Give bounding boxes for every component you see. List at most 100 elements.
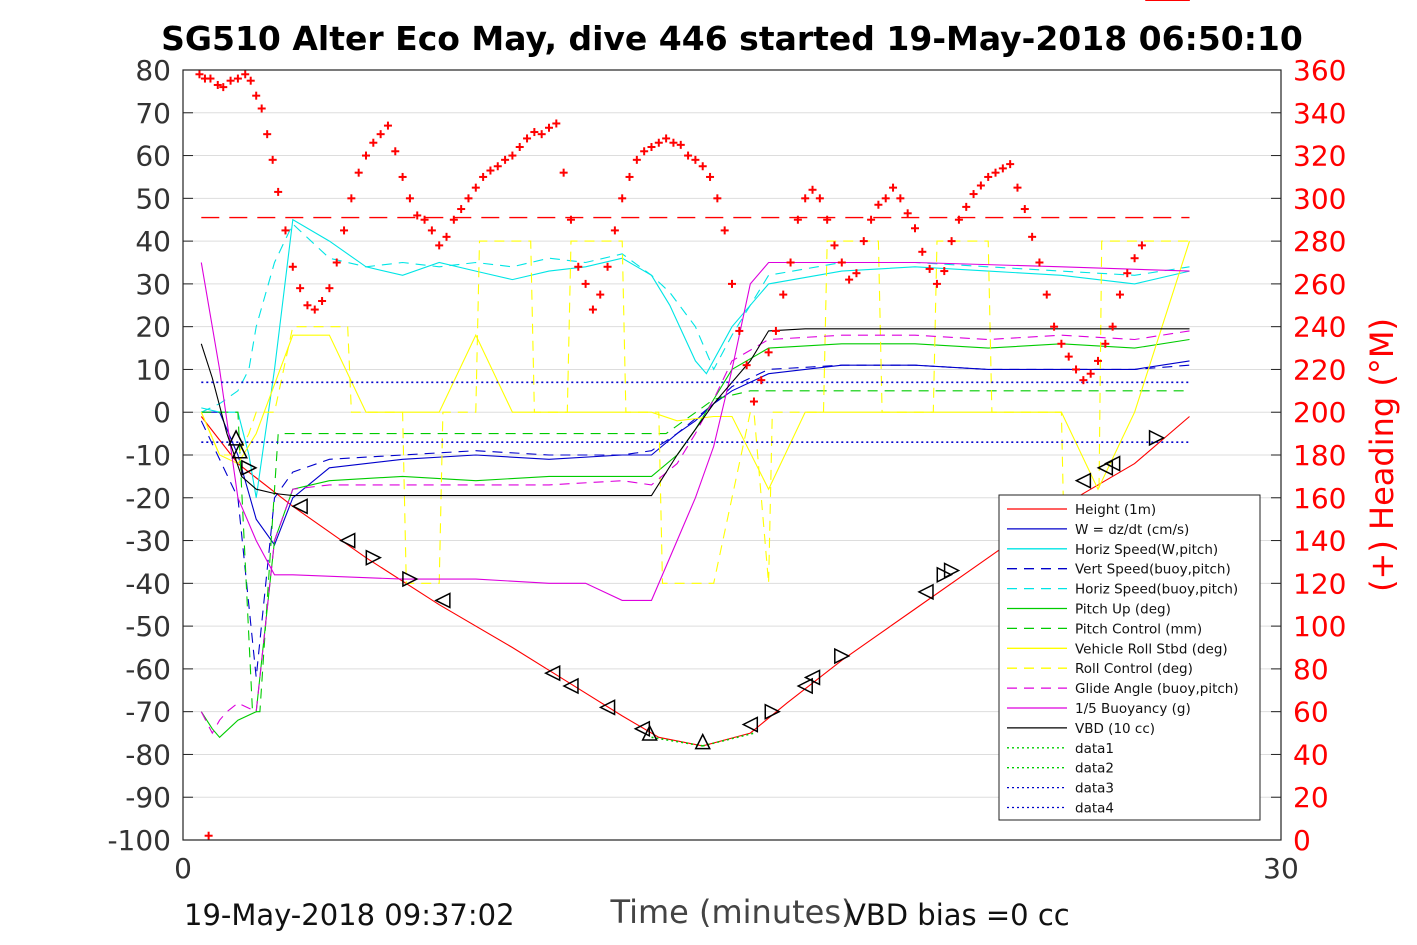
heading-point — [1072, 365, 1081, 374]
heading-point — [903, 209, 912, 218]
heading-point — [226, 76, 235, 85]
heading-point — [398, 172, 407, 181]
heading-point — [479, 172, 488, 181]
tick-label: 180 — [1293, 439, 1346, 472]
heading-point — [793, 215, 802, 224]
heading-point — [508, 151, 517, 160]
heading-point — [213, 80, 222, 89]
heading-point — [984, 172, 993, 181]
heading-point — [1035, 258, 1044, 267]
series-line — [651, 736, 703, 747]
heading-point — [925, 264, 934, 273]
heading-point — [257, 104, 266, 113]
tick-label: 30 — [1263, 852, 1299, 885]
heading-point — [742, 361, 751, 370]
heading-point — [757, 376, 766, 385]
legend-label: data1 — [1075, 741, 1114, 757]
heading-point — [998, 164, 1007, 173]
heading-point — [464, 194, 473, 203]
heading-point — [347, 194, 356, 203]
heading-point — [233, 74, 242, 83]
triangle-marker — [339, 532, 356, 549]
heading-point — [325, 284, 334, 293]
heading-point — [288, 262, 297, 271]
legend-label: Glide Angle (buoy,pitch) — [1075, 681, 1239, 697]
heading-point — [735, 326, 744, 335]
series-line — [201, 218, 1190, 498]
heading-point — [501, 155, 510, 164]
legend: Height (1m) W = dz/dt (cm/s) Horiz Speed(W… — [998, 494, 1261, 821]
tick-label: 360 — [1293, 54, 1346, 87]
heading-point — [435, 241, 444, 250]
heading-point — [457, 205, 466, 214]
legend-label: Height (1m) — [1075, 502, 1156, 518]
heading-point — [1123, 269, 1132, 278]
triangle-marker — [1148, 429, 1166, 447]
heading-point — [1108, 322, 1117, 331]
triangle-marker — [1103, 455, 1121, 472]
heading-point — [954, 215, 963, 224]
legend-label: Vehicle Roll Stbd (deg) — [1075, 641, 1228, 657]
tick-label: -100 — [107, 824, 171, 857]
heading-point — [405, 194, 414, 203]
heading-point — [530, 128, 539, 137]
tick-label: -50 — [125, 610, 171, 643]
heading-point — [376, 130, 385, 139]
series-line — [200, 328, 1190, 497]
triangle-marker — [434, 592, 451, 609]
series-line — [201, 223, 1190, 413]
tick-label: 80 — [135, 54, 171, 87]
vbd-bias-footer: VBD bias =0 cc — [846, 898, 1070, 932]
triangle-marker — [694, 732, 711, 750]
tick-label: 40 — [1293, 738, 1329, 771]
heading-point — [204, 831, 213, 840]
heading-point — [632, 155, 641, 164]
heading-point — [728, 279, 736, 288]
heading-point — [1013, 183, 1022, 192]
heading-point — [1020, 205, 1029, 214]
triangle-marker — [641, 724, 658, 741]
legend-label: data3 — [1075, 781, 1114, 797]
tick-label: 140 — [1293, 525, 1346, 558]
triangle-marker — [834, 647, 851, 665]
legend-label: VBD (10 cc) — [1075, 721, 1155, 737]
tick-label: 120 — [1293, 567, 1346, 600]
tick-label: 50 — [135, 182, 171, 215]
heading-point — [654, 138, 663, 147]
legend-label: Pitch Control (mm) — [1075, 621, 1202, 637]
tick-label: 260 — [1293, 268, 1346, 301]
heading-point — [713, 194, 722, 203]
heading-point — [1115, 290, 1124, 299]
series-line — [200, 261, 1190, 601]
heading-point — [647, 143, 656, 151]
heading-point — [779, 290, 788, 299]
legend-label: Pitch Up (deg) — [1075, 602, 1171, 618]
heading-point — [801, 194, 810, 203]
heading-point — [874, 200, 883, 209]
triangle-marker — [543, 664, 561, 682]
heading-point — [610, 226, 619, 235]
tick-label: 30 — [135, 268, 171, 301]
heading-point — [574, 262, 583, 271]
tick-label: 100 — [1293, 610, 1346, 643]
heading-point — [545, 123, 553, 132]
chart-title: SG510 Alter Eco May, dive 446 started 19… — [161, 19, 1303, 58]
heading-point — [274, 187, 283, 196]
right-axis-label: (+) Heading (°M) — [1363, 318, 1401, 592]
heading-point — [852, 269, 861, 278]
triangle-marker — [633, 720, 651, 737]
heading-point — [1006, 160, 1015, 169]
x-axis-label: Time (minutes) — [610, 893, 854, 931]
heading-point — [1057, 339, 1066, 348]
heading-point — [684, 151, 693, 160]
heading-point — [771, 326, 780, 335]
heading-point — [1137, 241, 1146, 250]
heading-point — [749, 397, 758, 406]
heading-point — [669, 138, 678, 147]
heading-point — [720, 226, 729, 235]
heading-point — [618, 194, 627, 203]
heading-point — [413, 211, 422, 220]
heading-point — [310, 305, 319, 314]
triangle-marker — [917, 583, 934, 601]
triangle-marker — [943, 562, 961, 579]
